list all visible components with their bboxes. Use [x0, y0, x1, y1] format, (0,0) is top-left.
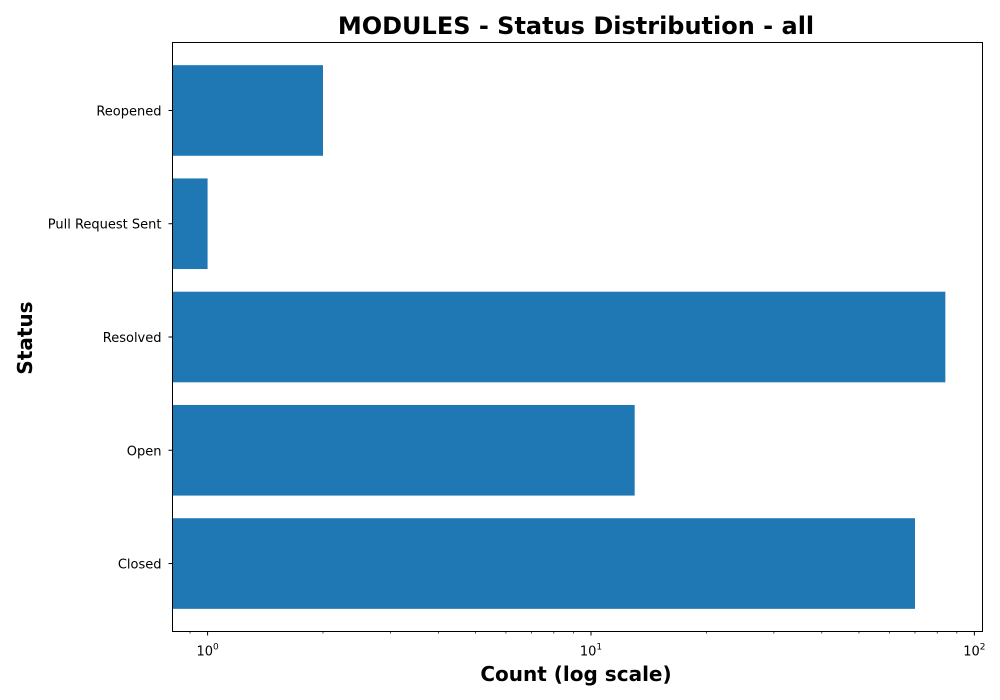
- x-ticks-group: 100 101 102: [189, 631, 986, 660]
- bar-reopened: [172, 65, 323, 156]
- bar-closed: [172, 518, 915, 609]
- y-axis-label: Status: [13, 301, 37, 374]
- y-tick-label: Pull Request Sent: [48, 218, 162, 233]
- y-tick-label: Open: [127, 444, 162, 459]
- x-tick-label: 102: [963, 643, 985, 660]
- x-tick-label: 101: [580, 643, 602, 660]
- bar-pull-request-sent: [172, 178, 208, 270]
- bar-open: [172, 404, 635, 496]
- y-ticks-group: Closed Open Resolved Pull Request Sent Reope…: [48, 104, 173, 573]
- y-tick-label: Reopened: [96, 104, 161, 119]
- x-axis-label: Count (log scale): [480, 662, 671, 686]
- bar-resolved: [172, 291, 946, 383]
- y-tick-label: Closed: [118, 558, 162, 573]
- plot-area-frame: [172, 42, 983, 632]
- x-tick-label: 100: [196, 643, 219, 660]
- y-tick-label: Resolved: [103, 331, 162, 346]
- bars-group: [172, 65, 946, 609]
- chart-title: MODULES - Status Distribution - all: [338, 12, 814, 40]
